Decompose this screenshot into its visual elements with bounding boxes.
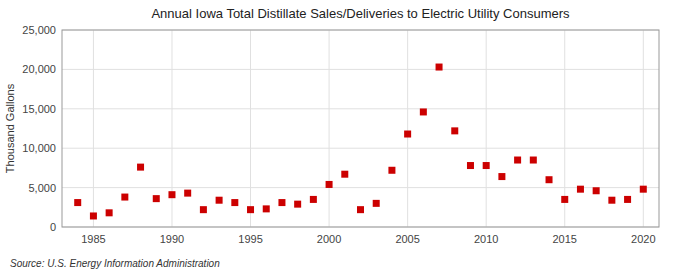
point [121, 194, 128, 201]
point [184, 190, 191, 197]
point [341, 171, 348, 178]
point [530, 157, 537, 164]
x-tick-label: 2020 [631, 233, 655, 245]
tick-labels: 0 5,000 10,000 15,000 20,000 25,000 1985 1990 19… [22, 24, 655, 245]
y-axis-label: Thousand Gallons [4, 83, 16, 173]
point [593, 187, 600, 194]
point [514, 157, 521, 164]
point [216, 197, 223, 204]
chart: 0 5,000 10,000 15,000 20,000 25,000 1985 1990 19… [0, 0, 675, 275]
plot-area [62, 30, 659, 227]
y-tick-label: 15,000 [22, 103, 56, 115]
point [168, 191, 175, 198]
grid-line [62, 108, 659, 109]
y-tick-label: 20,000 [22, 63, 56, 75]
point [106, 209, 113, 216]
x-tick-label: 1990 [160, 233, 184, 245]
point [577, 186, 584, 193]
grid-line [250, 30, 251, 227]
grid-line [62, 148, 659, 149]
grid-line [62, 187, 659, 188]
point [74, 199, 81, 206]
point [294, 201, 301, 208]
plot-frame [62, 30, 659, 227]
y-tick-label: 5,000 [28, 182, 56, 194]
x-tick-label: 2015 [552, 233, 576, 245]
grid [62, 30, 659, 227]
point [90, 212, 97, 219]
point [200, 206, 207, 213]
grid-line [93, 30, 94, 227]
point [137, 164, 144, 171]
x-tick-label: 1995 [238, 233, 262, 245]
point [420, 108, 427, 115]
x-tick-label: 1985 [81, 233, 105, 245]
point [388, 167, 395, 174]
grid-line [329, 30, 330, 227]
point [483, 162, 490, 169]
point [546, 176, 553, 183]
point [624, 196, 631, 203]
point [278, 199, 285, 206]
source-note: Source: U.S. Energy Information Administ… [10, 258, 220, 269]
y-tick-label: 10,000 [22, 142, 56, 154]
point [357, 206, 364, 213]
grid-line [62, 69, 659, 70]
point [436, 64, 443, 71]
title: Annual Iowa Total Distillate Sales/Deliv… [151, 6, 570, 21]
point [498, 173, 505, 180]
y-tick-label: 25,000 [22, 24, 56, 36]
point [373, 200, 380, 207]
grid-line [486, 30, 487, 227]
point [153, 195, 160, 202]
point [310, 196, 317, 203]
point [404, 131, 411, 138]
grid-line [643, 30, 644, 227]
point [561, 196, 568, 203]
grid-line [407, 30, 408, 227]
point [467, 162, 474, 169]
point [263, 205, 270, 212]
point [231, 199, 238, 206]
y-tick-label: 0 [50, 221, 56, 233]
x-tick-label: 2005 [395, 233, 419, 245]
x-tick-label: 2010 [474, 233, 498, 245]
page: {"chart_data": {"type": "scatter", "titl… [0, 0, 675, 275]
point [608, 197, 615, 204]
points [74, 64, 647, 220]
point [247, 206, 254, 213]
point [640, 186, 647, 193]
point [326, 181, 333, 188]
x-tick-label: 2000 [317, 233, 341, 245]
point [451, 127, 458, 134]
